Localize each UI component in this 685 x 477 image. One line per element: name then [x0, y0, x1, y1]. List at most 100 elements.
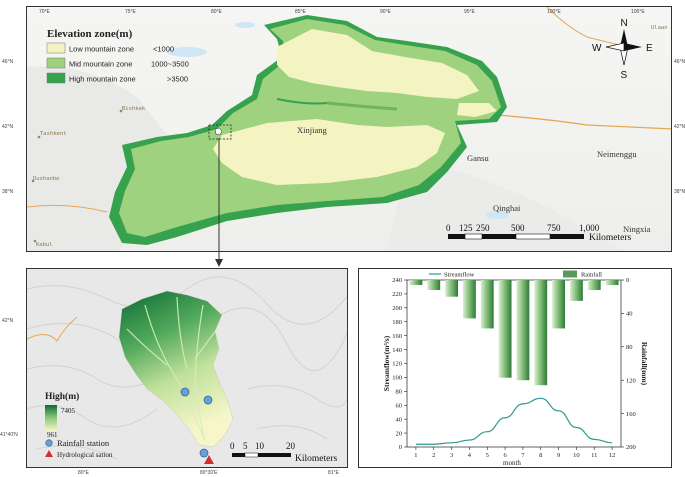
rainfall-bar-3	[445, 280, 459, 297]
hydro-chart: 0 20 40 60 80 100 120 140 160 180 200 220 240 0 40 80 12…	[358, 268, 672, 468]
legend-rainfall-label: Rainfall station	[57, 438, 110, 448]
legend-hydrological-label: Hydrological sation	[57, 451, 113, 459]
dem-legend-ramp	[45, 405, 57, 431]
dem-legend-max: 7405	[61, 407, 76, 415]
scale-tick-0: 0	[446, 223, 451, 233]
scale-tick-1000: 1,000	[579, 223, 600, 233]
x-tick-1: 1	[414, 452, 417, 459]
y2-tick-120: 120	[626, 377, 636, 384]
lat-tick-38-left: 38°N	[2, 189, 14, 195]
y-tick-140: 140	[392, 347, 402, 354]
x-tick-2: 2	[432, 452, 435, 459]
x-tick-12: 12	[609, 452, 616, 459]
y-tick-40: 40	[396, 416, 403, 423]
legend-label-high: High mountain zone	[69, 75, 136, 84]
legend-hydrological-symbol	[45, 450, 53, 457]
y-tick-60: 60	[396, 402, 403, 409]
legend-title: Elevation zone(m)	[47, 28, 133, 40]
legend-value-low: <1000	[153, 45, 174, 54]
inset-lat-tick-42: 42°N	[2, 318, 14, 324]
y-tick-100: 100	[392, 375, 402, 382]
compass-s: S	[621, 70, 628, 81]
y-tick-120: 120	[392, 361, 402, 368]
inset-scale-tick-5: 5	[243, 441, 248, 451]
lat-tick-42-left: 42°N	[2, 124, 14, 130]
lake-balkhash	[167, 47, 207, 57]
lat-tick-42-right: 42°N	[674, 124, 685, 130]
x-tick-9: 9	[557, 452, 560, 459]
rainfall-bar-5	[480, 280, 494, 329]
legend-label-low: Low mountain zone	[69, 45, 134, 54]
north-arrow: N S E W	[592, 18, 653, 81]
y2-tick-160: 160	[626, 411, 636, 418]
catchment-scalebar: 0 5 10 20 Kilometers	[230, 441, 338, 464]
scale-tick-750: 750	[547, 223, 561, 233]
rainfall-bar-12	[605, 280, 619, 286]
inset-border-line	[27, 316, 78, 342]
study-area-box	[208, 124, 232, 140]
rainfall-station-2	[203, 395, 213, 405]
regional-scalebar: 0 125 250 500 750 1,000 Kilometers	[446, 223, 632, 243]
x-tick-10: 10	[573, 452, 580, 459]
hydrological-station	[204, 455, 214, 464]
catchment-map: High(m) 7405 961 Rainfall station Hydrol…	[26, 268, 348, 468]
place-gansu: Gansu	[467, 153, 489, 163]
y-tick-80: 80	[396, 389, 403, 396]
place-bishkek: Bishkek	[122, 106, 146, 112]
legend-streamflow: Streamflow	[444, 272, 475, 279]
chart-y2label: Rainfall(mm)	[640, 342, 649, 386]
x-tick-4: 4	[468, 452, 472, 459]
rainfall-bar-4	[462, 280, 476, 319]
rainfall-bar-1	[409, 280, 423, 286]
catchment-dem	[118, 290, 234, 448]
x-tick-5: 5	[486, 452, 489, 459]
inset-scale-tick-20: 20	[286, 441, 296, 451]
inset-lon-tick-8030: 80°30'E	[200, 470, 218, 476]
rainfall-bar-7	[516, 280, 530, 381]
place-dushanbe: Dushanbe	[33, 176, 60, 182]
lon-tick-70: 70°E	[39, 9, 51, 15]
dem-legend-min: 961	[47, 431, 58, 439]
chart-plot-area	[406, 279, 622, 448]
y2-tick-40: 40	[626, 311, 633, 318]
lon-tick-85: 85°E	[295, 9, 307, 15]
compass-w: W	[592, 43, 602, 54]
regional-map-canvas: 70°E 75°E 80°E 85°E 90°E 95°E 100°E 105°…	[27, 7, 671, 251]
compass-n: N	[621, 18, 628, 29]
y-tick-220: 220	[392, 291, 402, 298]
elevation-legend: Elevation zone(m) Low mountain zone <100…	[46, 28, 189, 84]
rainfall-station-1	[180, 387, 190, 397]
chart-ylabel: Streamflow(m³/s)	[382, 335, 391, 391]
legend-label-mid: Mid mountain zone	[69, 60, 132, 69]
y2-tick-200: 200	[626, 444, 636, 451]
inset-lat-tick-4140: 41°40'N	[0, 432, 18, 438]
y2-tick-80: 80	[626, 344, 633, 351]
legend-value-high: >3500	[167, 75, 188, 84]
place-ningxia: Ningxia	[623, 224, 651, 234]
lon-tick-75: 75°E	[125, 9, 137, 15]
regional-map: 70°E 75°E 80°E 85°E 90°E 95°E 100°E 105°…	[26, 6, 672, 252]
lon-tick-80: 80°E	[211, 9, 223, 15]
x-tick-3: 3	[450, 452, 453, 459]
x-tick-8: 8	[539, 452, 542, 459]
place-tashkent: Tashkent	[40, 131, 67, 137]
tarim-basin	[213, 119, 445, 185]
legend-rainfall-swatch	[563, 270, 577, 278]
x-tick-6: 6	[503, 452, 507, 459]
scale-unit: Kilometers	[589, 233, 632, 243]
y-tick-160: 160	[392, 333, 402, 340]
inset-scale-tick-0: 0	[230, 441, 235, 451]
y-tick-0: 0	[399, 444, 402, 451]
lat-tick-46-left: 46°N	[2, 59, 14, 65]
legend-swatch-mid	[46, 57, 66, 69]
x-tick-7: 7	[521, 452, 525, 459]
chart-xlabel: month	[503, 459, 521, 467]
lon-tick-90: 90°E	[380, 9, 392, 15]
rainfall-bar-8	[534, 280, 548, 386]
inset-connector-arrow	[215, 259, 223, 267]
y-tick-20: 20	[396, 430, 403, 437]
y-tick-200: 200	[392, 305, 402, 312]
scale-tick-125: 125	[459, 223, 473, 233]
dem-legend: High(m) 7405 961 Rainfall station Hydrol…	[45, 391, 113, 459]
